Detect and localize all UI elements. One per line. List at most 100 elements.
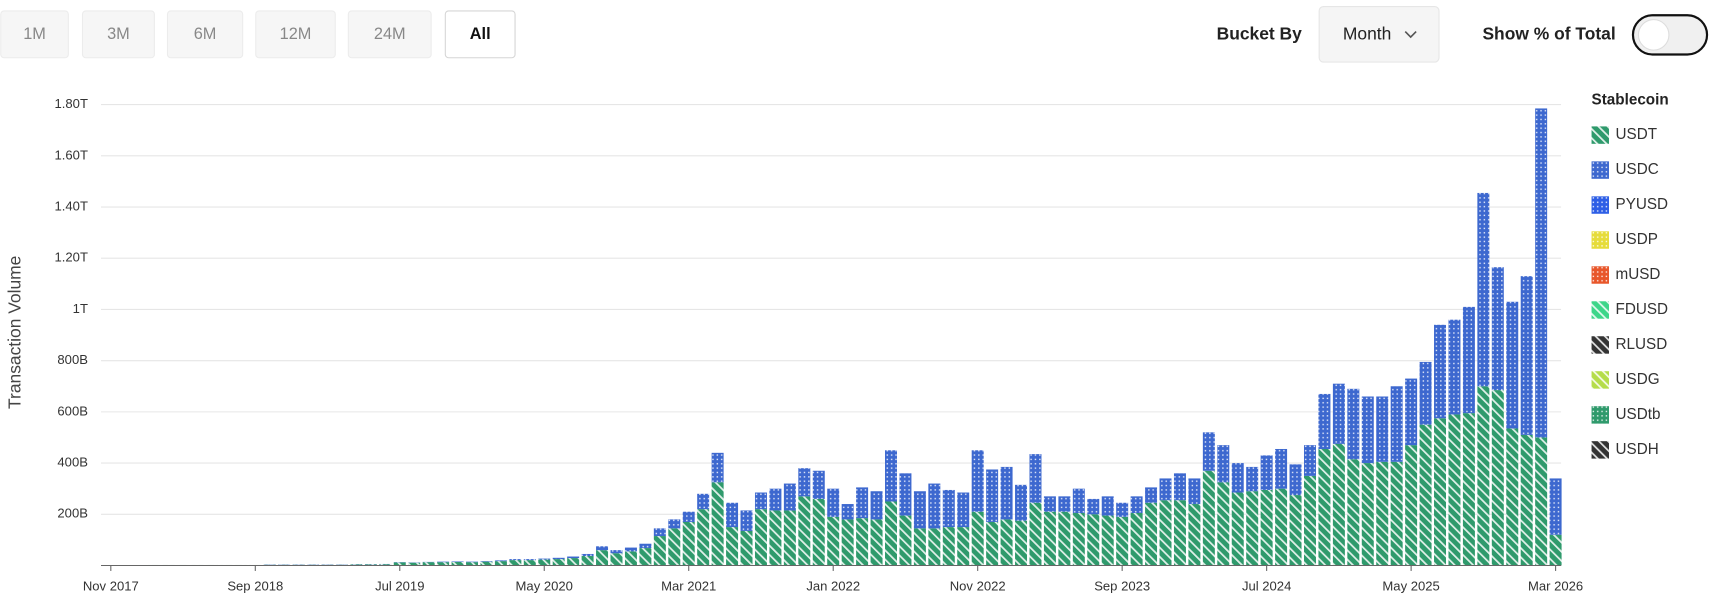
bar-segment (856, 487, 869, 519)
legend-label[interactable]: USDH (1616, 441, 1659, 458)
legend-swatch[interactable] (1591, 161, 1609, 179)
bar-segment (1303, 475, 1316, 566)
bar-segment (639, 543, 652, 549)
bar-segment (1202, 432, 1215, 471)
bar-segment (437, 562, 450, 566)
bar-segment (841, 519, 854, 566)
y-axis-label: Transaction Volume (5, 256, 25, 409)
bar-segment (971, 450, 984, 512)
bar-segment (1231, 463, 1244, 493)
range-button[interactable] (347, 10, 432, 59)
bar-segment (754, 492, 767, 510)
legend-swatch[interactable] (1591, 301, 1609, 319)
bar-segment (480, 561, 493, 566)
bar-segment (1448, 414, 1461, 566)
y-tick-label: 200B (57, 506, 88, 521)
range-button[interactable] (255, 10, 336, 59)
legend-swatch[interactable] (1591, 406, 1609, 424)
y-tick-label: 800B (57, 352, 88, 367)
bar-segment (1260, 455, 1273, 490)
range-button-label[interactable]: 3M (107, 25, 130, 43)
bar-segment (1275, 448, 1288, 489)
bar-segment (1491, 390, 1504, 566)
bar-segment (610, 553, 623, 566)
legend-label[interactable]: USDT (1616, 126, 1658, 143)
bar-segment (885, 501, 897, 566)
bar-segment (1347, 388, 1360, 460)
legend-swatch[interactable] (1591, 441, 1609, 459)
range-button-label[interactable]: All (470, 25, 491, 43)
x-tick-label: Sep 2018 (227, 579, 283, 594)
bar-segment (1361, 396, 1374, 464)
bar-segment (971, 511, 984, 566)
bar-segment (653, 536, 666, 566)
x-tick-label: Nov 2022 (950, 579, 1006, 594)
bar-segment (451, 561, 464, 566)
legend-label[interactable]: USDP (1616, 231, 1658, 248)
toggle-label: Show % of Total (1482, 23, 1615, 43)
bar-segment (1462, 413, 1475, 566)
bar-segment (437, 561, 450, 563)
y-tick-label: 1.60T (55, 147, 88, 162)
bucket-value[interactable]: Month (1343, 23, 1391, 43)
legend-swatch[interactable] (1591, 231, 1609, 249)
legend-swatch[interactable] (1591, 371, 1609, 389)
bar-segment (610, 550, 623, 554)
bar-segment (480, 561, 493, 562)
bar-segment (567, 558, 580, 566)
range-button[interactable] (0, 10, 69, 59)
bar-segment (856, 518, 869, 566)
bar-segment (1188, 478, 1201, 505)
legend-label[interactable]: USDG (1616, 371, 1660, 388)
range-button[interactable] (444, 10, 516, 59)
legend-label[interactable]: RLUSD (1616, 336, 1668, 353)
legend-label[interactable]: PYUSD (1616, 196, 1669, 213)
legend-swatch[interactable] (1591, 336, 1609, 354)
bar-segment (451, 561, 464, 562)
bucket-dropdown[interactable] (1318, 5, 1440, 63)
bar-segment (552, 559, 565, 566)
toggle-knob[interactable] (1637, 19, 1670, 51)
legend-swatch[interactable] (1591, 266, 1609, 284)
range-button-label[interactable]: 12M (280, 25, 312, 43)
bar-segment (1405, 445, 1418, 566)
bar-segment (1101, 496, 1114, 516)
legend-label[interactable]: FDUSD (1616, 301, 1669, 318)
dropdown-chevron[interactable] (1404, 31, 1417, 39)
legend-swatch[interactable] (1591, 196, 1609, 214)
bar-segment (783, 483, 796, 511)
bar-segment (697, 493, 710, 510)
bar-segment (827, 516, 840, 566)
bar-segment (1361, 463, 1374, 566)
bar-segment (1072, 513, 1085, 566)
bar-segment (596, 550, 609, 566)
legend-swatch[interactable] (1591, 126, 1609, 144)
legend-label[interactable]: mUSD (1616, 266, 1661, 283)
bar-segment (1015, 484, 1028, 521)
y-tick-label: 400B (57, 455, 88, 470)
bar-segment (624, 551, 637, 566)
bar-segment (697, 509, 710, 566)
bar-segment (1217, 445, 1230, 483)
bar-segment (1130, 496, 1143, 514)
bar-segment (1275, 488, 1288, 566)
range-button-label[interactable]: 24M (374, 25, 406, 43)
range-button-label[interactable]: 6M (194, 25, 217, 43)
legend-label[interactable]: USDC (1616, 161, 1659, 178)
bar-segment (827, 488, 840, 517)
bar-segment (1159, 478, 1172, 501)
x-tick-label: Jul 2024 (1242, 579, 1291, 594)
bar-segment (1043, 511, 1056, 566)
x-tick-label: Mar 2026 (1528, 579, 1583, 594)
range-button[interactable] (81, 10, 155, 59)
bar-segment (1549, 534, 1562, 566)
legend-label[interactable]: USDtb (1616, 406, 1661, 423)
bar-segment (1000, 466, 1013, 520)
bar-segment (538, 559, 551, 566)
bar-segment (1390, 461, 1403, 566)
range-button-label[interactable]: 1M (23, 25, 46, 43)
range-button[interactable] (166, 10, 244, 59)
bar-segment (726, 527, 739, 566)
bar-segment (1434, 418, 1447, 566)
